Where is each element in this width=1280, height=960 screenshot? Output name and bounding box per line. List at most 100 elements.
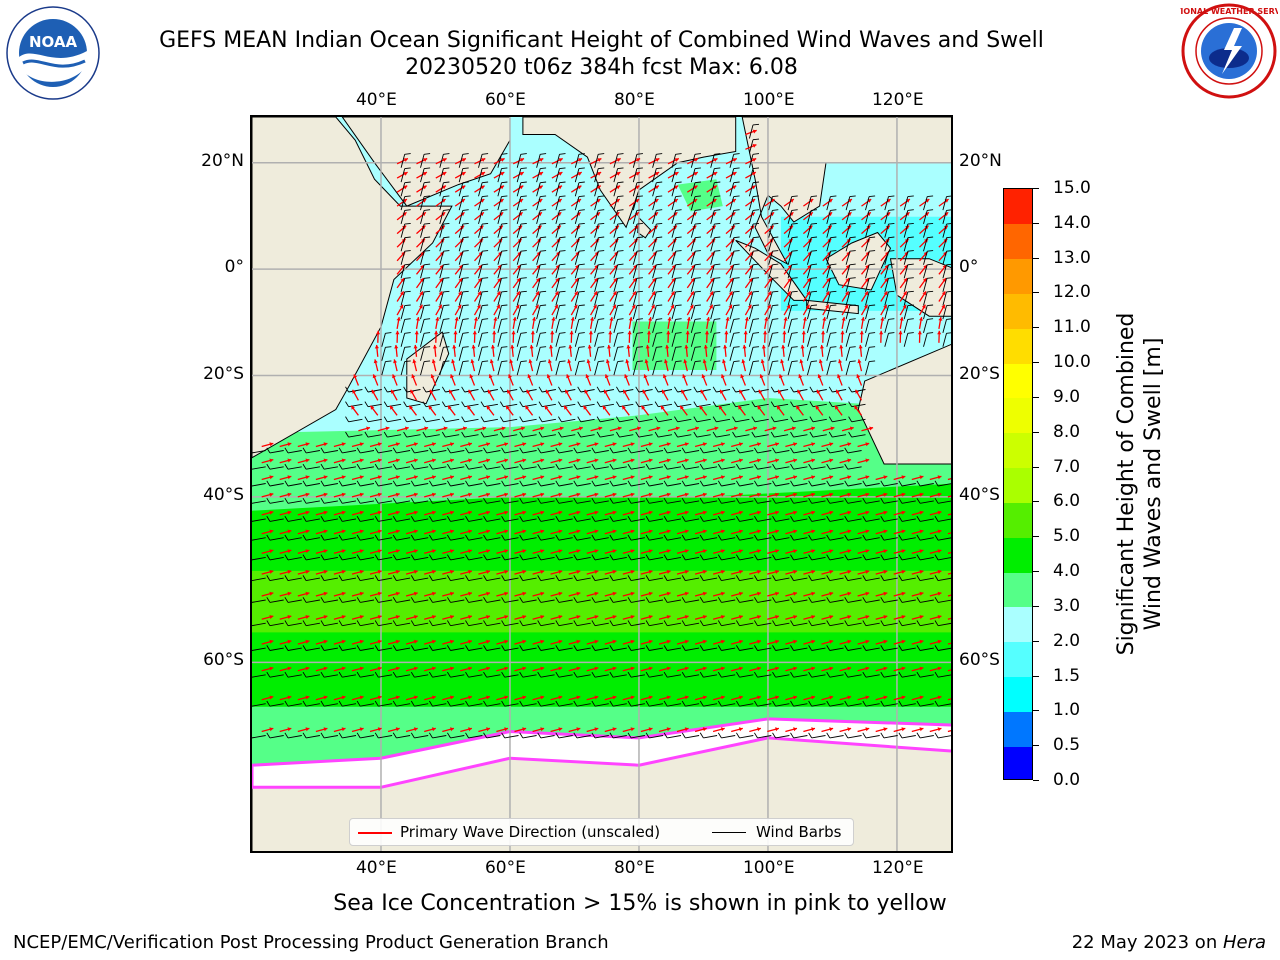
wind-barb-flag: [663, 620, 668, 626]
wave-arrow-head: [486, 458, 490, 463]
wave-height-map[interactable]: [250, 115, 953, 853]
wind-barb-flag: [266, 515, 271, 522]
wind-barb-swatch: [712, 832, 746, 833]
wind-barb: [721, 537, 736, 541]
wave-arrow-head: [770, 212, 775, 217]
wind-barb: [649, 483, 664, 487]
wind-barb-flag: [410, 620, 415, 626]
wave-arrow-head: [667, 317, 672, 321]
wind-barb: [478, 251, 483, 265]
wind-barb: [540, 703, 555, 707]
wind-barb: [847, 450, 862, 454]
wind-barb: [287, 537, 302, 541]
wind-barb-flag: [392, 700, 397, 707]
wind-barb-flag: [558, 416, 562, 423]
wave-arrow-head: [829, 458, 834, 463]
wind-barb: [652, 347, 657, 361]
wind-barb: [414, 537, 429, 541]
wave-arrow-head: [602, 405, 607, 410]
wave-arrow-head: [500, 158, 505, 162]
wind-barb-flag: [654, 386, 659, 393]
wind-barb-flag: [404, 209, 411, 211]
wave-arrow-head: [470, 359, 475, 364]
wind-barb-flag: [596, 401, 601, 407]
wind-barb-flag: [540, 290, 547, 293]
wind-barb: [757, 735, 772, 739]
wave-arrow-head: [642, 389, 647, 394]
wind-barb: [360, 466, 375, 470]
wind-barb: [748, 168, 754, 183]
wave-arrow-head: [829, 695, 834, 700]
wind-barb-flag: [617, 153, 624, 155]
wind-barb: [865, 622, 880, 627]
wave-arrow-head: [720, 615, 725, 619]
wave-arrow-head: [847, 569, 852, 574]
wind-barb-flag: [573, 463, 578, 470]
wind-barb: [420, 333, 425, 347]
wind-barb: [458, 278, 464, 293]
wind-barb: [901, 577, 916, 582]
wave-arrow-head: [791, 426, 796, 431]
wind-barb-flag: [559, 209, 566, 211]
wind-barb-flag: [538, 401, 543, 407]
wind-barb: [400, 291, 406, 306]
wind-barb: [504, 577, 519, 582]
wind-barb-flag: [598, 167, 605, 170]
wind-barb: [884, 291, 889, 306]
wave-arrow-head: [504, 695, 508, 700]
sri-lanka: [637, 216, 652, 239]
wind-barb-flag: [714, 263, 721, 266]
wave-arrow-head: [937, 510, 942, 515]
wave-arrow-head: [395, 591, 400, 596]
wind-barb: [748, 154, 754, 168]
wind-barb-flag: [559, 167, 566, 170]
wave-arrow-head: [287, 666, 292, 671]
wind-barb-flag: [404, 346, 411, 348]
wave-arrow-head: [359, 475, 364, 480]
wind-barb: [865, 347, 870, 361]
wave-arrow-head: [847, 458, 852, 463]
wave-arrow-head: [720, 695, 725, 700]
wave-arrow-head: [522, 442, 527, 447]
wind-barb-flag: [663, 700, 668, 707]
wind-barb: [649, 537, 664, 541]
wave-arrow-head: [500, 185, 504, 190]
wind-barb-flag: [538, 431, 543, 438]
wave-arrow-head: [413, 475, 418, 480]
wind-barb: [748, 333, 754, 347]
wind-barb-flag: [482, 250, 489, 252]
wind-barb-flag: [849, 332, 856, 334]
wind-barb-flag: [320, 700, 325, 707]
credit-date: 22 May 2023 on Hera: [1072, 932, 1266, 954]
wave-arrow-head: [468, 666, 472, 671]
wind-barb: [775, 483, 790, 487]
wind-barb-flag: [374, 534, 379, 541]
wind-barb: [420, 154, 425, 168]
wind-barb: [324, 622, 338, 627]
wind-barb: [396, 500, 411, 504]
wave-arrow-head: [854, 405, 858, 410]
wind-barb-flag: [699, 700, 704, 707]
colorbar-tick-mark: [1033, 536, 1039, 538]
wind-barb-flag: [645, 575, 650, 581]
wind-barb: [729, 223, 735, 238]
wave-arrow-head: [477, 278, 482, 283]
wave-arrow-head: [674, 172, 679, 176]
wind-barb: [806, 196, 812, 211]
wave-arrow-head: [666, 695, 671, 700]
wind-barb-flag: [790, 497, 794, 504]
wind-barb: [851, 418, 866, 423]
wind-barb: [938, 599, 951, 603]
wind-barb-flag: [663, 645, 668, 651]
wind-barb: [658, 389, 673, 393]
wind-barb-flag: [461, 401, 466, 407]
colorbar-label-line1: Significant Height of Combined: [1114, 312, 1139, 656]
wind-barb-flag: [844, 534, 849, 541]
wind-barb: [522, 537, 537, 541]
wind-barb-flag: [501, 209, 508, 211]
wind-barb: [252, 556, 266, 561]
wave-arrow-head: [576, 442, 581, 447]
wind-barb-flag: [447, 554, 451, 561]
wind-barb-flag: [356, 497, 361, 504]
wave-arrow-head: [516, 291, 520, 296]
